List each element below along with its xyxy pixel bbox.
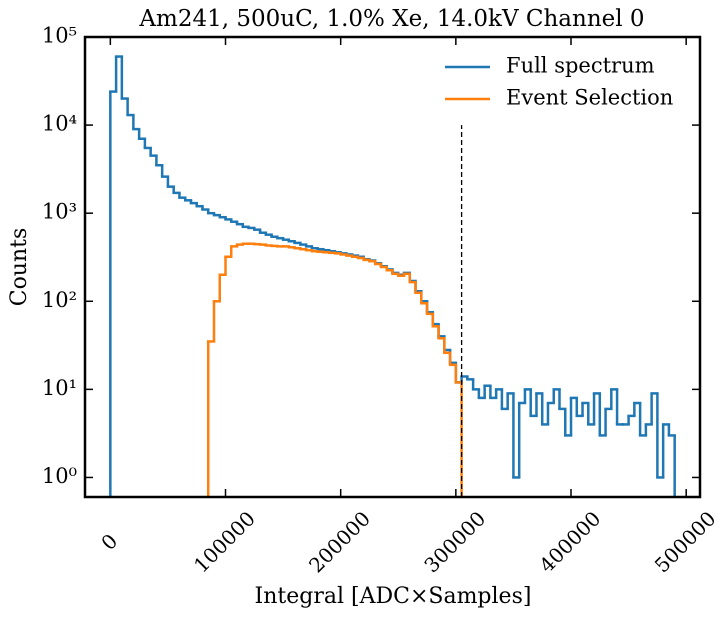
x-tick-label: 100000: [189, 506, 260, 577]
plot-frame: [83, 35, 702, 499]
y-tick-label: 10⁴: [42, 112, 77, 136]
y-tick-label: 10¹: [42, 376, 77, 400]
legend-label: Full spectrum: [506, 54, 655, 78]
x-tick-label: 500000: [650, 506, 721, 577]
x-tick-label: 0: [96, 529, 122, 555]
x-tick-label: 400000: [534, 506, 605, 577]
y-axis-label: Counts: [7, 228, 32, 307]
x-tick-label: 200000: [304, 506, 375, 577]
y-tick-label: 10⁰: [42, 464, 77, 488]
y-tick-label: 10³: [42, 200, 77, 224]
chart-title: Am241, 500uC, 1.0% Xe, 14.0kV Channel 0: [138, 6, 644, 32]
x-tick-label: 300000: [419, 506, 490, 577]
y-tick-label: 10⁵: [42, 24, 77, 48]
legend-label: Event Selection: [506, 86, 673, 110]
y-tick-label: 10²: [42, 288, 77, 312]
x-axis-label: Integral [ADC×Samples]: [255, 584, 532, 609]
